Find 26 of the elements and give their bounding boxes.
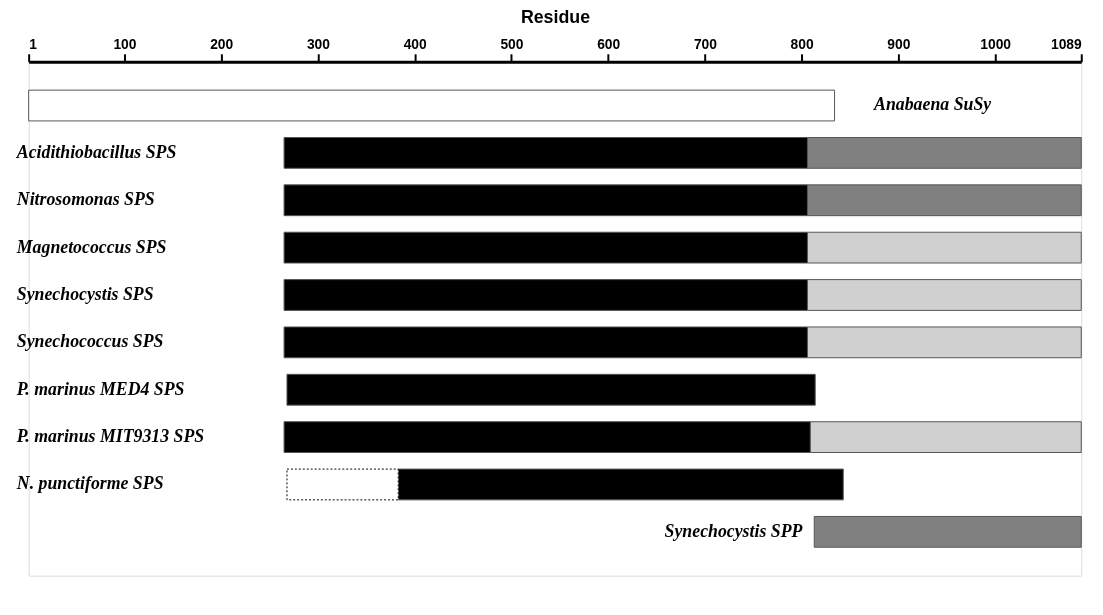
y-tick-label: Synechocystis SPS: [16, 283, 154, 304]
y-tick-label: Synechococcus SPS: [16, 331, 164, 352]
y-tick-label: Magnetococcus SPS: [15, 236, 167, 257]
x-tick-label: 1: [29, 36, 38, 53]
x-tick-label: 200: [210, 36, 234, 53]
y-tick-label: N. punctiforme SPS: [15, 473, 164, 494]
x-tick-label: 100: [113, 36, 137, 53]
x-axis-title: Residue: [520, 6, 591, 27]
x-tick-label: 1000: [980, 36, 1012, 53]
x-tick-label: 400: [403, 36, 428, 53]
y-tick-label: Synechocystis SPP: [664, 520, 803, 541]
x-tick-label: 300: [306, 36, 331, 53]
bar: [813, 515, 1082, 548]
y-tick-label: Anabaena SuSy: [873, 94, 992, 115]
x-tick-label: 700: [693, 36, 718, 53]
x-tick-label: 1089: [1050, 36, 1083, 53]
x-tick-label: 800: [790, 36, 814, 53]
bar: [28, 89, 836, 122]
x-tick-label: 500: [500, 36, 524, 53]
y-tick-label: P. marinus MED4 SPS: [15, 378, 185, 399]
x-tick-label: 900: [887, 36, 911, 53]
bar: [286, 373, 816, 406]
x-tick-label: 600: [597, 36, 621, 53]
y-tick-label: P. marinus MIT9313 SPS: [15, 426, 205, 447]
y-tick-label: Nitrosomonas SPS: [15, 189, 155, 210]
y-tick-label: Acidithiobacillus SPS: [15, 141, 177, 162]
